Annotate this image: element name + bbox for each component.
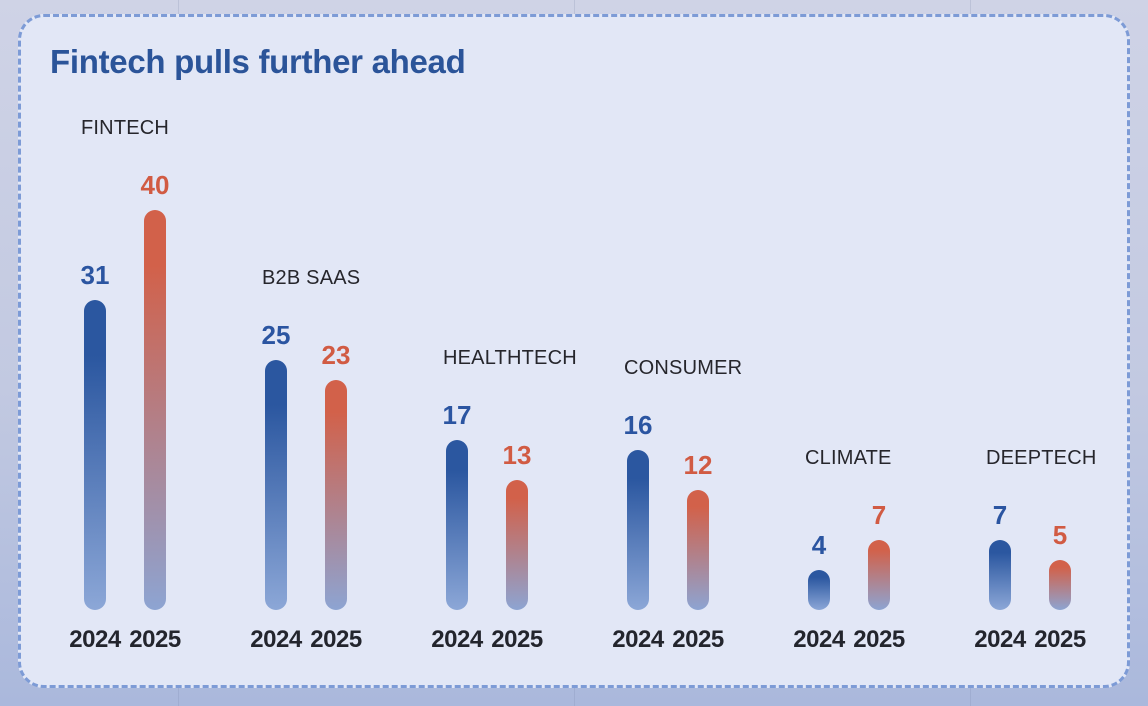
year-label-2025: 2025 xyxy=(129,626,181,653)
bar-2025 xyxy=(506,480,528,610)
bar-pair: 31 40 xyxy=(81,172,169,610)
chart-title: Fintech pulls further ahead xyxy=(50,43,466,80)
year-label-2025: 2025 xyxy=(853,626,905,653)
value-label-2024: 25 xyxy=(261,320,291,350)
year-label-2025: 2025 xyxy=(672,626,724,653)
bar-column-2025: 13 xyxy=(503,442,531,610)
year-label-2024: 2024 xyxy=(250,626,302,653)
bar-column-2024: 31 xyxy=(81,262,109,610)
bar-column-2025: 12 xyxy=(684,452,712,610)
chart-card: Fintech pulls further ahead FINTECH 31 40 2… xyxy=(18,14,1130,688)
value-label-2025: 12 xyxy=(683,450,713,480)
value-label-2024: 7 xyxy=(992,500,1008,530)
year-label-2025: 2025 xyxy=(1034,626,1086,653)
value-label-2024: 17 xyxy=(442,400,472,430)
value-label-2024: 4 xyxy=(811,530,827,560)
bar-2024 xyxy=(265,360,287,610)
bar-2024 xyxy=(446,440,468,610)
bar-column-2025: 40 xyxy=(141,172,169,610)
bar-column-2024: 25 xyxy=(262,322,290,610)
value-label-2025: 5 xyxy=(1052,520,1068,550)
bar-column-2024: 17 xyxy=(443,402,471,610)
bar-2025 xyxy=(144,210,166,610)
value-label-2025: 23 xyxy=(321,340,351,370)
bar-2024 xyxy=(989,540,1011,610)
bar-2024 xyxy=(808,570,830,610)
year-label-2025: 2025 xyxy=(491,626,543,653)
bar-column-2025: 23 xyxy=(322,342,350,610)
category-label: CLIMATE xyxy=(805,447,892,469)
category-label: CONSUMER xyxy=(624,357,743,379)
value-label-2025: 13 xyxy=(502,440,532,470)
value-label-2025: 7 xyxy=(871,500,887,530)
bar-column-2024: 4 xyxy=(808,532,830,610)
value-label-2024: 16 xyxy=(623,410,653,440)
year-label-2024: 2024 xyxy=(612,626,664,653)
chart-area: FINTECH 31 40 2024 2025 B2B SAAS 25 23 2024 2025 H… xyxy=(21,17,1127,685)
bar-2024 xyxy=(627,450,649,610)
value-label-2025: 40 xyxy=(140,170,170,200)
bar-pair: 25 23 xyxy=(262,322,350,610)
year-label-2025: 2025 xyxy=(310,626,362,653)
category-label: B2B SAAS xyxy=(262,267,361,289)
bar-pair: 17 13 xyxy=(443,402,531,610)
bar-pair: 16 12 xyxy=(624,412,712,610)
bar-2024 xyxy=(84,300,106,610)
category-label: HEALTHTECH xyxy=(443,347,577,369)
bar-2025 xyxy=(687,490,709,610)
bar-column-2024: 7 xyxy=(989,502,1011,610)
bar-2025 xyxy=(1049,560,1071,610)
year-label-2024: 2024 xyxy=(974,626,1026,653)
year-label-2024: 2024 xyxy=(69,626,121,653)
bar-2025 xyxy=(868,540,890,610)
category-label: DEEPTECH xyxy=(986,447,1097,469)
bar-2025 xyxy=(325,380,347,610)
year-label-2024: 2024 xyxy=(431,626,483,653)
bar-column-2025: 7 xyxy=(868,502,890,610)
bar-column-2024: 16 xyxy=(624,412,652,610)
year-label-2024: 2024 xyxy=(793,626,845,653)
category-label: FINTECH xyxy=(81,117,170,139)
bar-column-2025: 5 xyxy=(1049,522,1071,610)
value-label-2024: 31 xyxy=(80,260,110,290)
